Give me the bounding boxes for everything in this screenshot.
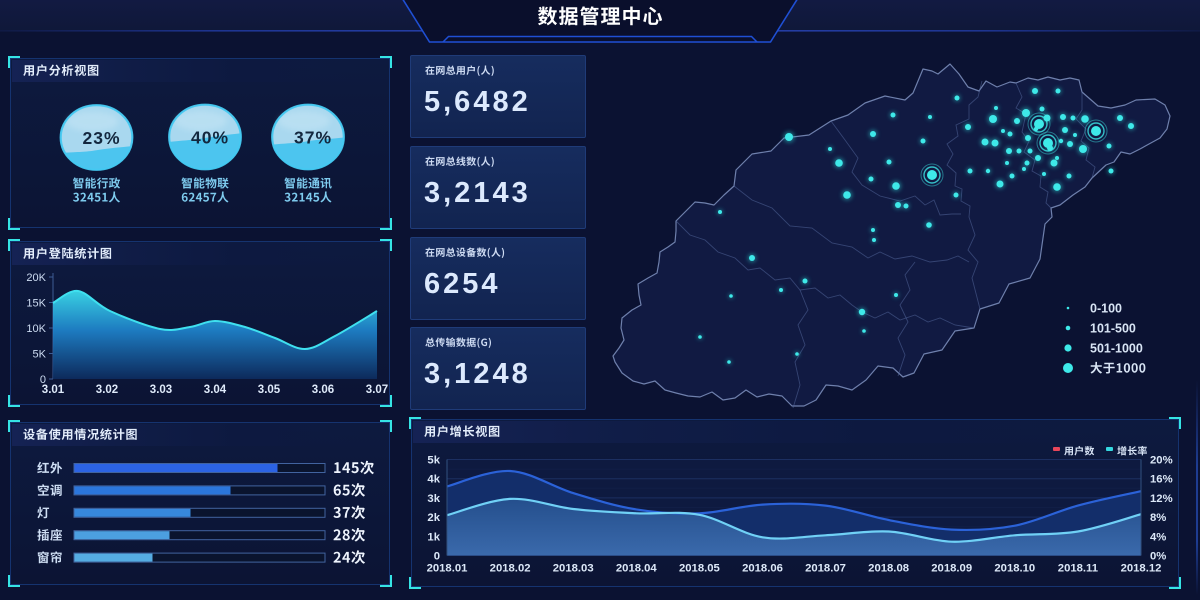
- svg-text:2018.01: 2018.01: [427, 563, 468, 575]
- svg-text:8%: 8%: [1150, 512, 1166, 524]
- svg-text:1k: 1k: [427, 531, 440, 543]
- svg-text:0: 0: [434, 551, 440, 563]
- svg-text:3.05: 3.05: [258, 384, 281, 396]
- svg-text:40%: 40%: [191, 128, 229, 148]
- svg-text:12%: 12%: [1150, 493, 1173, 505]
- svg-text:10K: 10K: [26, 323, 46, 335]
- svg-text:20%: 20%: [1150, 455, 1173, 467]
- svg-text:3.02: 3.02: [96, 384, 118, 396]
- svg-text:0%: 0%: [1150, 551, 1166, 563]
- svg-text:2018.04: 2018.04: [616, 563, 658, 575]
- svg-text:3.03: 3.03: [150, 384, 172, 396]
- svg-text:2018.07: 2018.07: [805, 563, 846, 575]
- svg-text:2018.02: 2018.02: [490, 563, 531, 575]
- svg-text:2018.05: 2018.05: [679, 563, 720, 575]
- svg-text:20K: 20K: [26, 272, 46, 284]
- svg-text:0-100: 0-100: [1090, 302, 1122, 316]
- svg-text:5K: 5K: [33, 349, 47, 361]
- svg-text:2018.09: 2018.09: [931, 563, 972, 575]
- svg-text:37%: 37%: [294, 128, 332, 148]
- svg-text:4k: 4k: [427, 474, 440, 486]
- svg-text:3.06: 3.06: [312, 384, 334, 396]
- svg-text:3.07: 3.07: [366, 384, 388, 396]
- svg-text:101-500: 101-500: [1090, 322, 1136, 336]
- svg-text:0: 0: [40, 374, 46, 386]
- svg-text:2018.06: 2018.06: [742, 563, 783, 575]
- svg-text:15K: 15K: [26, 298, 46, 310]
- svg-text:23%: 23%: [82, 128, 120, 148]
- svg-text:5k: 5k: [427, 455, 440, 467]
- svg-text:2k: 2k: [427, 512, 440, 524]
- svg-text:2018.10: 2018.10: [994, 563, 1035, 575]
- svg-text:16%: 16%: [1150, 474, 1173, 486]
- svg-text:2018.11: 2018.11: [1058, 563, 1098, 575]
- svg-text:3.04: 3.04: [204, 384, 227, 396]
- svg-text:501-1000: 501-1000: [1090, 342, 1143, 356]
- svg-text:2018.08: 2018.08: [868, 563, 909, 575]
- svg-text:3k: 3k: [427, 493, 440, 505]
- svg-text:4%: 4%: [1150, 531, 1166, 543]
- svg-text:2018.12: 2018.12: [1121, 563, 1162, 575]
- svg-text:2018.03: 2018.03: [553, 563, 594, 575]
- svg-text:3.01: 3.01: [42, 384, 65, 396]
